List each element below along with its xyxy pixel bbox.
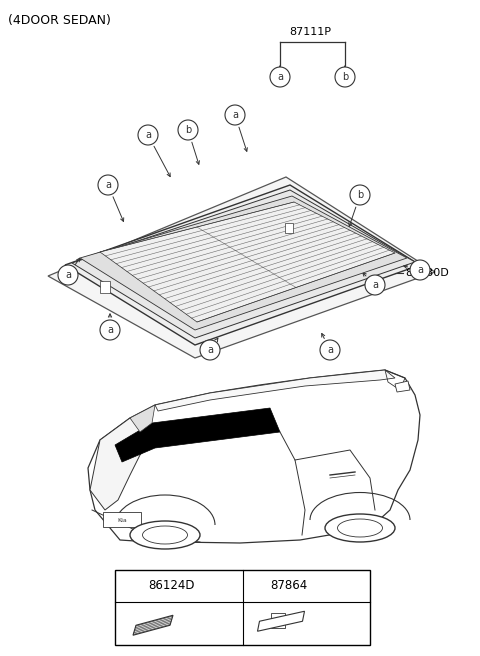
Circle shape: [320, 340, 340, 360]
Text: a: a: [105, 180, 111, 190]
Text: b: b: [254, 581, 261, 591]
Circle shape: [98, 175, 118, 195]
Circle shape: [365, 275, 385, 295]
FancyBboxPatch shape: [115, 570, 370, 645]
Circle shape: [335, 67, 355, 87]
Bar: [285, 222, 293, 232]
Text: 87130D: 87130D: [405, 268, 449, 278]
FancyBboxPatch shape: [103, 512, 141, 527]
Text: b: b: [357, 190, 363, 200]
Text: b: b: [342, 72, 348, 82]
Text: Kia: Kia: [117, 518, 127, 522]
Text: b: b: [185, 125, 191, 135]
Polygon shape: [48, 177, 435, 358]
Polygon shape: [88, 370, 420, 543]
Polygon shape: [130, 405, 155, 432]
Polygon shape: [115, 408, 280, 462]
Circle shape: [225, 105, 245, 125]
Circle shape: [249, 577, 266, 595]
Text: a: a: [132, 581, 138, 591]
Text: 86124D: 86124D: [148, 579, 194, 592]
Polygon shape: [65, 185, 420, 345]
Circle shape: [58, 265, 78, 285]
Polygon shape: [80, 196, 407, 330]
Text: a: a: [327, 345, 333, 355]
Text: a: a: [372, 280, 378, 290]
Polygon shape: [100, 202, 395, 322]
Text: a: a: [277, 72, 283, 82]
Text: a: a: [207, 345, 213, 355]
Ellipse shape: [325, 514, 395, 542]
Polygon shape: [257, 611, 304, 631]
Circle shape: [410, 260, 430, 280]
Text: a: a: [232, 110, 238, 120]
Text: 87111P: 87111P: [289, 27, 331, 37]
Text: a: a: [417, 265, 423, 275]
Circle shape: [126, 577, 144, 595]
Text: a: a: [65, 270, 71, 280]
Polygon shape: [90, 418, 155, 510]
Ellipse shape: [130, 521, 200, 549]
Circle shape: [138, 125, 158, 145]
Text: (4DOOR SEDAN): (4DOOR SEDAN): [8, 14, 111, 27]
Circle shape: [200, 340, 220, 360]
Circle shape: [270, 67, 290, 87]
Polygon shape: [271, 613, 285, 628]
Circle shape: [100, 320, 120, 340]
Polygon shape: [395, 381, 410, 392]
Polygon shape: [155, 370, 395, 411]
Text: a: a: [107, 325, 113, 335]
Polygon shape: [72, 190, 415, 338]
Text: a: a: [145, 130, 151, 140]
Bar: [100, 281, 110, 293]
Circle shape: [350, 185, 370, 205]
Circle shape: [178, 120, 198, 140]
Text: 87864: 87864: [271, 579, 308, 592]
Polygon shape: [133, 615, 173, 635]
